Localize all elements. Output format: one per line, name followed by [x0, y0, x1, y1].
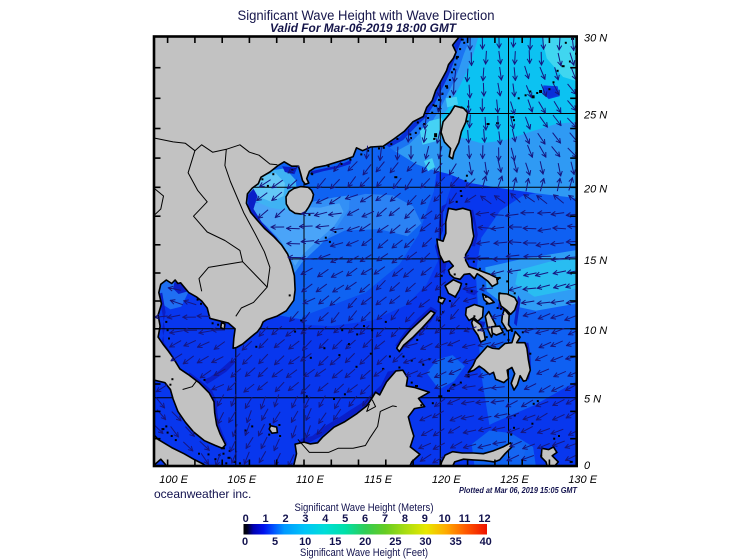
svg-text:105 E: 105 E: [227, 474, 256, 486]
svg-text:Valid For Mar-06-2019 18:00 GM: Valid For Mar-06-2019 18:00 GMT: [270, 21, 458, 35]
svg-text:5 N: 5 N: [584, 394, 601, 406]
svg-text:0: 0: [242, 536, 248, 548]
svg-text:5: 5: [342, 513, 348, 525]
svg-text:6: 6: [362, 513, 368, 525]
svg-text:10: 10: [299, 536, 311, 548]
svg-text:30: 30: [419, 536, 431, 548]
svg-text:20: 20: [359, 536, 371, 548]
svg-text:40: 40: [480, 536, 492, 548]
svg-text:4: 4: [322, 513, 329, 525]
svg-text:3: 3: [302, 513, 308, 525]
svg-text:15 N: 15 N: [584, 255, 607, 267]
svg-text:115 E: 115 E: [364, 474, 393, 486]
svg-text:15: 15: [329, 536, 341, 548]
svg-text:25: 25: [389, 536, 401, 548]
svg-text:110 E: 110 E: [296, 474, 325, 486]
svg-text:120 E: 120 E: [432, 474, 461, 486]
svg-text:2: 2: [282, 513, 288, 525]
svg-text:1: 1: [263, 513, 269, 525]
svg-text:25 N: 25 N: [583, 110, 607, 122]
svg-text:Significant Wave Height (Feet): Significant Wave Height (Feet): [300, 547, 428, 559]
svg-text:30 N: 30 N: [584, 33, 607, 45]
svg-text:0: 0: [243, 513, 249, 525]
svg-text:100 E: 100 E: [159, 474, 188, 486]
svg-text:8: 8: [402, 513, 408, 525]
svg-text:0: 0: [584, 460, 591, 472]
svg-text:Significant Wave Height (Meter: Significant Wave Height (Meters): [295, 502, 434, 514]
svg-text:7: 7: [382, 513, 388, 525]
svg-text:Plotted at Mar 06, 2019 15:05: Plotted at Mar 06, 2019 15:05 GMT: [459, 486, 578, 495]
svg-text:12: 12: [478, 513, 490, 525]
svg-text:oceanweather inc.: oceanweather inc.: [154, 487, 251, 501]
svg-text:125 E: 125 E: [500, 474, 529, 486]
svg-text:10: 10: [439, 513, 451, 525]
svg-text:5: 5: [272, 536, 278, 548]
svg-text:10 N: 10 N: [584, 325, 607, 337]
svg-text:9: 9: [422, 513, 428, 525]
svg-text:130 E: 130 E: [568, 474, 597, 486]
svg-text:20 N: 20 N: [583, 183, 607, 195]
svg-text:35: 35: [449, 536, 461, 548]
svg-text:11: 11: [459, 513, 471, 525]
svg-text:Significant Wave Height with W: Significant Wave Height with Wave Direct…: [238, 8, 495, 23]
